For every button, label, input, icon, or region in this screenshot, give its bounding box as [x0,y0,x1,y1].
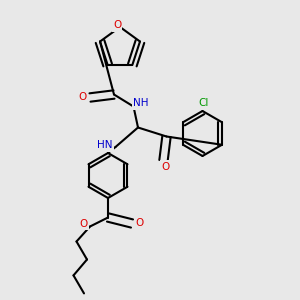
Text: Cl: Cl [199,98,209,109]
Text: O: O [80,219,88,229]
Text: HN: HN [97,140,113,151]
Text: O: O [78,92,87,103]
Text: O: O [135,218,144,229]
Text: NH: NH [133,98,149,109]
Text: O: O [161,161,169,172]
Text: O: O [113,20,121,31]
